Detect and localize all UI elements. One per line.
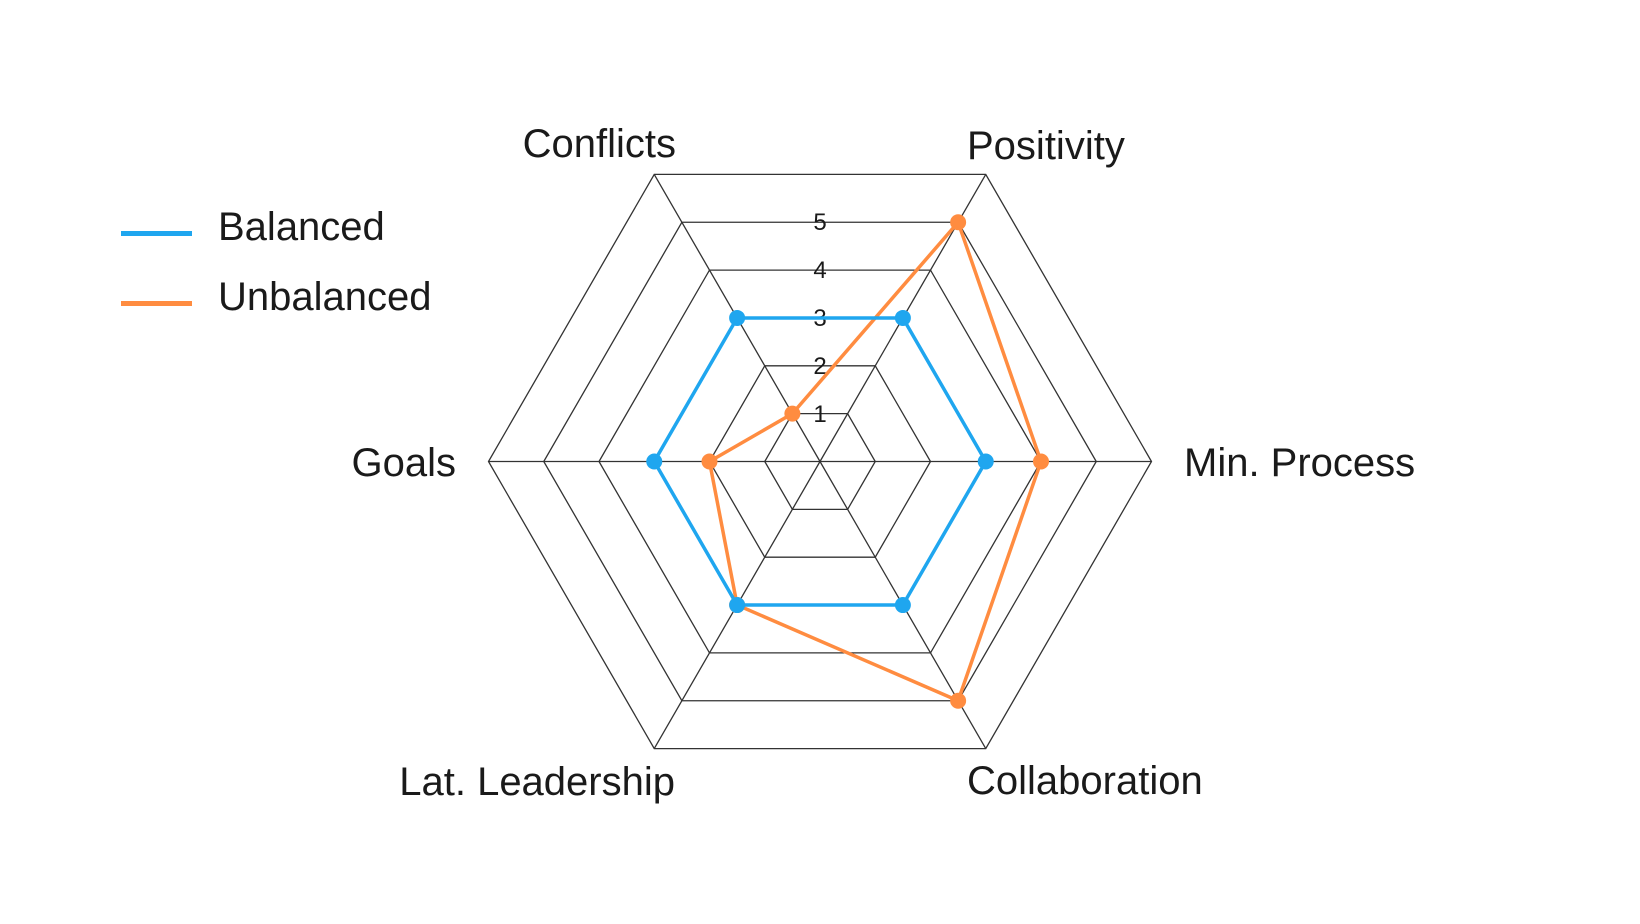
svg-text:1: 1 xyxy=(813,401,826,428)
svg-text:5: 5 xyxy=(813,209,826,236)
svg-text:4: 4 xyxy=(813,257,826,284)
